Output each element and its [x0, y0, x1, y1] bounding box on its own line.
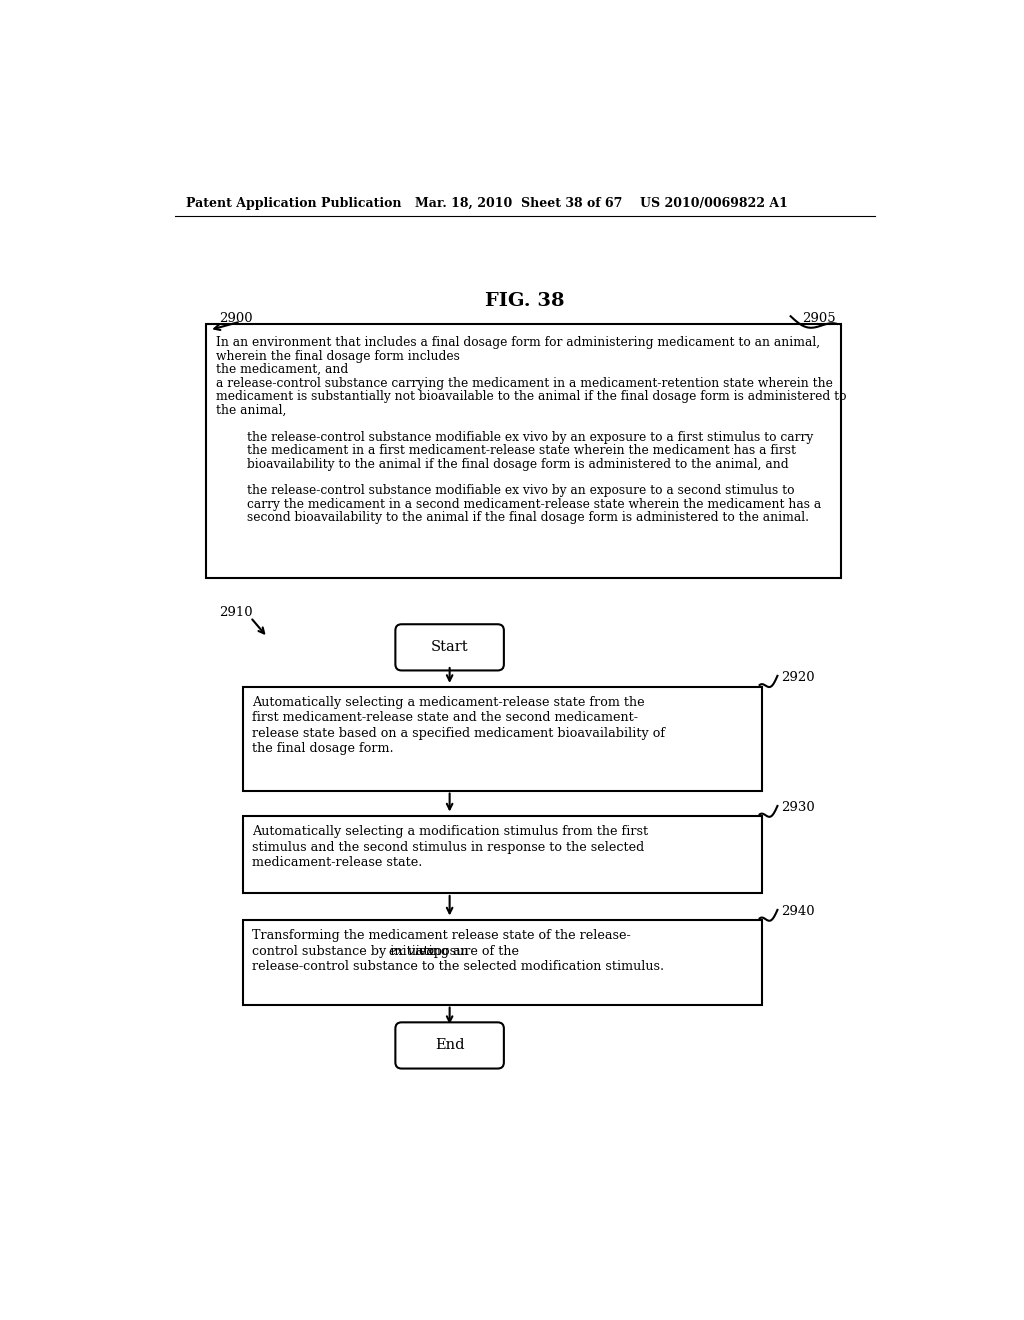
Text: 2905: 2905 [802, 312, 836, 325]
Text: US 2010/0069822 A1: US 2010/0069822 A1 [640, 197, 787, 210]
Text: Transforming the medicament release state of the release-: Transforming the medicament release stat… [252, 929, 631, 942]
Text: carry the medicament in a second medicament-release state wherein the medicament: carry the medicament in a second medicam… [216, 498, 821, 511]
Text: bioavailability to the animal if the final dosage form is administered to the an: bioavailability to the animal if the fin… [216, 458, 788, 470]
FancyBboxPatch shape [206, 323, 841, 578]
FancyBboxPatch shape [243, 686, 762, 791]
Text: wherein the final dosage form includes: wherein the final dosage form includes [216, 350, 460, 363]
Text: Start: Start [431, 640, 468, 655]
Text: the medicament, and: the medicament, and [216, 363, 348, 376]
Text: Automatically selecting a modification stimulus from the first: Automatically selecting a modification s… [252, 825, 648, 838]
Text: In an environment that includes a final dosage form for administering medicament: In an environment that includes a final … [216, 337, 820, 350]
FancyBboxPatch shape [395, 1022, 504, 1069]
FancyBboxPatch shape [395, 624, 504, 671]
Text: the medicament in a first medicament-release state wherein the medicament has a : the medicament in a first medicament-rel… [216, 444, 797, 457]
FancyBboxPatch shape [243, 920, 762, 1005]
Text: FIG. 38: FIG. 38 [485, 292, 564, 310]
Text: the final dosage form.: the final dosage form. [252, 742, 393, 755]
Text: Mar. 18, 2010  Sheet 38 of 67: Mar. 18, 2010 Sheet 38 of 67 [415, 197, 623, 210]
Text: first medicament-release state and the second medicament-: first medicament-release state and the s… [252, 711, 638, 725]
Text: a release-control substance carrying the medicament in a medicament-retention st: a release-control substance carrying the… [216, 376, 834, 389]
Text: 2900: 2900 [219, 312, 253, 325]
Text: control substance by initiating an: control substance by initiating an [252, 945, 473, 957]
Text: the animal,: the animal, [216, 404, 287, 417]
Text: exposure of the: exposure of the [416, 945, 519, 957]
Text: ex vivo: ex vivo [389, 945, 434, 957]
Text: Automatically selecting a medicament-release state from the: Automatically selecting a medicament-rel… [252, 696, 645, 709]
Text: 2920: 2920 [781, 671, 815, 684]
Text: release-control substance to the selected modification stimulus.: release-control substance to the selecte… [252, 960, 665, 973]
Text: the release-control substance modifiable ex vivo by an exposure to a second stim: the release-control substance modifiable… [216, 484, 795, 498]
FancyBboxPatch shape [243, 816, 762, 892]
Text: Patent Application Publication: Patent Application Publication [186, 197, 401, 210]
Text: 2910: 2910 [219, 606, 253, 619]
Text: the release-control substance modifiable ex vivo by an exposure to a first stimu: the release-control substance modifiable… [216, 430, 814, 444]
Text: second bioavailability to the animal if the final dosage form is administered to: second bioavailability to the animal if … [216, 511, 809, 524]
Text: medicament-release state.: medicament-release state. [252, 857, 422, 869]
Text: 2940: 2940 [781, 906, 815, 917]
Text: medicament is substantially not bioavailable to the animal if the final dosage f: medicament is substantially not bioavail… [216, 391, 847, 403]
Text: release state based on a specified medicament bioavailability of: release state based on a specified medic… [252, 726, 666, 739]
Text: 2930: 2930 [781, 801, 815, 814]
Text: End: End [435, 1039, 464, 1052]
Text: stimulus and the second stimulus in response to the selected: stimulus and the second stimulus in resp… [252, 841, 644, 854]
